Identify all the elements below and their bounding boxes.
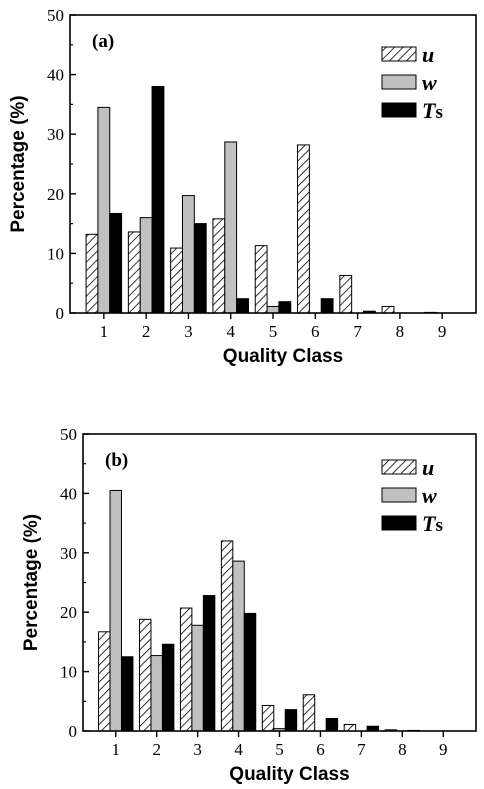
legend-swatch-u (381, 459, 417, 475)
bar-u-class-7 (339, 274, 353, 314)
bar-w-class-5 (266, 305, 280, 314)
bar-u-class-4 (220, 540, 234, 732)
bar-Ts-class-1 (109, 212, 123, 314)
bar-Ts-class-2 (161, 643, 175, 732)
bar-u-class-5 (261, 704, 275, 732)
x-tick-label: 6 (316, 740, 325, 759)
x-tick-label: 8 (398, 740, 407, 759)
bar-Ts-class-6 (320, 298, 334, 314)
bar-Ts-class-2 (151, 86, 165, 314)
x-tick-label: 4 (226, 322, 235, 341)
y-tick-label: 30 (60, 544, 77, 563)
bar-Ts-class-1 (120, 656, 134, 732)
x-axis-title: Quality Class (223, 346, 343, 367)
x-tick-label: 1 (112, 740, 121, 759)
x-tick-label: 2 (142, 322, 151, 341)
panel-label: (a) (92, 31, 114, 52)
legend-label-u: u (422, 42, 434, 67)
bar-u-class-5 (254, 245, 268, 314)
y-tick-label: 0 (56, 304, 65, 323)
x-tick-label: 2 (152, 740, 161, 759)
x-tick-label: 8 (396, 322, 405, 341)
bar-w-class-1 (97, 106, 111, 314)
bar-u-class-3 (170, 247, 183, 314)
x-tick-label: 6 (311, 322, 320, 341)
y-tick-label: 40 (60, 484, 77, 503)
x-tick-label: 9 (438, 322, 447, 341)
bar-Ts-class-4 (243, 612, 257, 732)
bar-Ts-class-3 (193, 223, 207, 314)
bar-w-class-1 (109, 489, 122, 732)
legend-swatch-w (381, 74, 417, 90)
bar-w-class-4 (232, 560, 245, 732)
bar-Ts-class-5 (284, 709, 298, 732)
x-tick-label: 4 (234, 740, 243, 759)
legend-label-w: w (422, 483, 437, 508)
bar-w-class-4 (224, 141, 238, 314)
bar-u-class-8 (381, 305, 395, 314)
legend-swatch-u (381, 46, 417, 62)
bar-u-class-1 (85, 233, 99, 314)
y-tick-label: 40 (47, 66, 64, 85)
bar-w-class-3 (182, 195, 195, 314)
bar-Ts-class-6 (325, 718, 339, 732)
bar-u-class-6 (297, 144, 310, 314)
bar-u-class-2 (127, 231, 141, 314)
x-tick-label: 5 (269, 322, 278, 341)
legend-swatch-w (381, 487, 417, 503)
bar-Ts-class-4 (236, 298, 249, 314)
bar-u-class-1 (98, 631, 111, 732)
x-axis-title: Quality Class (229, 764, 349, 785)
x-tick-label: 3 (184, 322, 193, 341)
y-axis-title: Percentage (%) (8, 95, 29, 232)
x-tick-label: 7 (353, 322, 362, 341)
x-tick-label: 9 (439, 740, 448, 759)
bar-u-class-2 (138, 618, 152, 732)
y-tick-label: 10 (60, 663, 77, 682)
bar-u-class-7 (343, 723, 357, 732)
bar-Ts-class-5 (278, 301, 292, 314)
chart-panel-b: 0 10 20 30 40 50 1 2 3 4 5 6 7 8 9 Quality Class Percent… (21, 425, 477, 785)
legend-label-Ts: Ts (422, 98, 443, 123)
y-tick-label: 50 (47, 6, 64, 25)
bar-w-class-2 (139, 217, 153, 314)
y-tick-label: 20 (47, 185, 64, 204)
x-tick-label: 5 (275, 740, 284, 759)
bar-u-class-6 (302, 694, 316, 732)
bar-w-class-2 (150, 655, 163, 732)
x-tick-label: 7 (357, 740, 366, 759)
bar-u-class-3 (179, 607, 193, 732)
legend-swatch-Ts (381, 515, 417, 531)
bar-Ts-class-3 (202, 595, 216, 732)
chart-panel-a: 0 10 20 30 40 50 1 2 3 4 5 6 7 8 9 Quality Class Percent… (8, 6, 477, 367)
y-tick-label: 0 (69, 722, 78, 741)
panel-label: (b) (105, 450, 128, 471)
bar-w-class-3 (191, 624, 204, 732)
bar-u-class-4 (212, 218, 226, 314)
y-axis-title: Percentage (%) (21, 514, 42, 651)
x-tick-label: 3 (193, 740, 202, 759)
y-tick-label: 10 (47, 244, 64, 263)
x-tick-label: 1 (100, 322, 109, 341)
legend-label-Ts: Ts (422, 511, 443, 536)
legend-label-w: w (422, 70, 437, 95)
y-tick-label: 50 (60, 425, 77, 444)
legend-swatch-Ts (381, 102, 417, 118)
y-tick-label: 30 (47, 125, 64, 144)
legend-label-u: u (422, 455, 434, 480)
y-tick-label: 20 (60, 603, 77, 622)
